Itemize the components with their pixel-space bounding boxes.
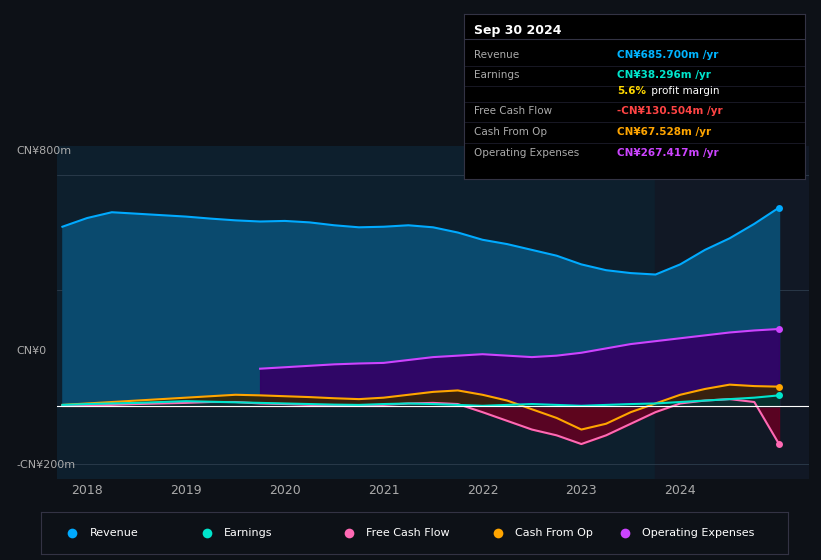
Text: -CN¥200m: -CN¥200m — [16, 460, 76, 470]
Text: CN¥38.296m /yr: CN¥38.296m /yr — [617, 70, 711, 80]
Text: Revenue: Revenue — [474, 50, 519, 60]
Text: CN¥0: CN¥0 — [16, 346, 46, 356]
Bar — [655, 146, 809, 479]
Text: Earnings: Earnings — [224, 529, 273, 538]
Text: CN¥67.528m /yr: CN¥67.528m /yr — [617, 127, 711, 137]
Text: Free Cash Flow: Free Cash Flow — [366, 529, 450, 538]
Text: Cash From Op: Cash From Op — [516, 529, 594, 538]
Text: CN¥267.417m /yr: CN¥267.417m /yr — [617, 148, 719, 158]
Text: Revenue: Revenue — [89, 529, 139, 538]
Text: Sep 30 2024: Sep 30 2024 — [474, 24, 562, 37]
Text: Operating Expenses: Operating Expenses — [643, 529, 754, 538]
Text: Free Cash Flow: Free Cash Flow — [474, 106, 553, 116]
Text: profit margin: profit margin — [648, 86, 719, 96]
Text: Earnings: Earnings — [474, 70, 520, 80]
Text: CN¥800m: CN¥800m — [16, 146, 71, 156]
Text: 5.6%: 5.6% — [617, 86, 646, 96]
Text: -CN¥130.504m /yr: -CN¥130.504m /yr — [617, 106, 722, 116]
Text: Operating Expenses: Operating Expenses — [474, 148, 580, 158]
Text: CN¥685.700m /yr: CN¥685.700m /yr — [617, 50, 718, 60]
Text: Cash From Op: Cash From Op — [474, 127, 547, 137]
